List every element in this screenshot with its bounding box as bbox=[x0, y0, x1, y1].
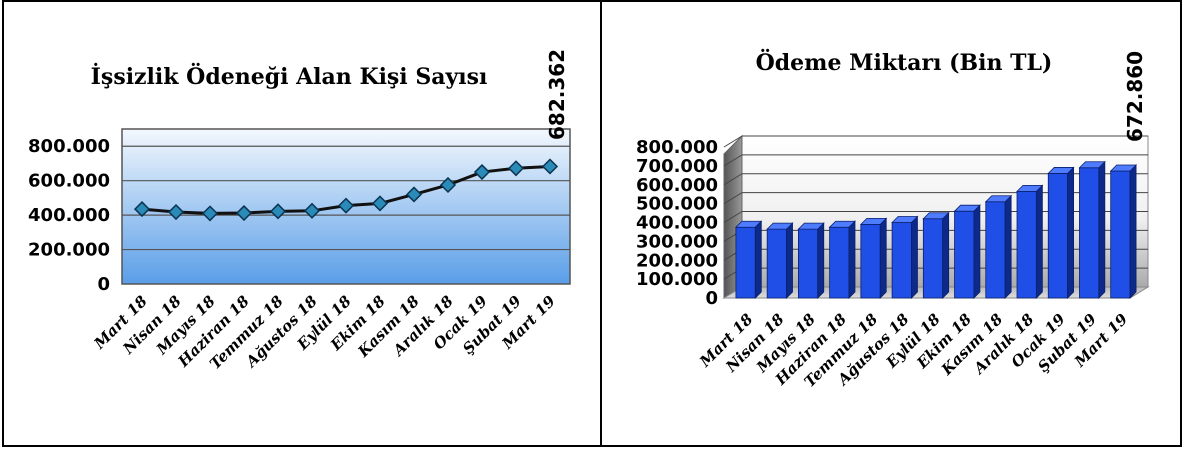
data-point bbox=[167, 203, 185, 221]
bar-front bbox=[954, 210, 975, 299]
bar-top bbox=[766, 222, 794, 230]
y-tick-label: 400.000 bbox=[28, 205, 110, 226]
bar-side bbox=[817, 222, 825, 299]
bar-top bbox=[1016, 184, 1044, 192]
bar-top bbox=[891, 216, 919, 223]
bar-side bbox=[1035, 184, 1043, 299]
bar bbox=[891, 215, 919, 299]
y-tick-label: 400.000 bbox=[636, 213, 718, 234]
y-tick-label: 300.000 bbox=[636, 231, 718, 252]
bar bbox=[922, 211, 950, 299]
bar-top bbox=[797, 222, 825, 230]
chart-panel-right: Ödeme Miktarı (Bin TL) 0 100.000 200.000 30… bbox=[602, 0, 1182, 447]
gridlines bbox=[122, 145, 570, 251]
chart-title: İşsizlik Ödeneği Alan Kişi Sayısı bbox=[91, 62, 488, 90]
bar-top bbox=[953, 204, 981, 212]
bar bbox=[1047, 166, 1075, 299]
bar-side bbox=[911, 215, 918, 299]
bar-side bbox=[754, 220, 762, 299]
y-tick-label: 200.000 bbox=[636, 250, 718, 271]
bar-top bbox=[734, 220, 763, 228]
bar-side bbox=[1067, 166, 1075, 299]
y-tick-label: 600.000 bbox=[636, 175, 718, 196]
data-point bbox=[405, 186, 423, 203]
gridline-side bbox=[723, 135, 743, 148]
data-label: 682.362 bbox=[545, 49, 569, 140]
data-point bbox=[269, 203, 287, 220]
y-tick-label: 100.000 bbox=[636, 269, 718, 290]
data-point bbox=[201, 205, 219, 222]
bar-side bbox=[879, 217, 887, 299]
y-tick-label: 200.000 bbox=[28, 240, 110, 261]
bar-front bbox=[1110, 170, 1131, 299]
bars bbox=[734, 160, 1138, 299]
data-point bbox=[133, 201, 151, 218]
y-axis-ticks: 0100.000200.000300.000400.000500.000600.… bbox=[636, 137, 718, 309]
bar bbox=[828, 220, 856, 299]
bar-side bbox=[942, 211, 950, 299]
gridline-side bbox=[723, 192, 743, 205]
bar-side bbox=[786, 222, 793, 299]
gridline-side bbox=[723, 173, 743, 186]
data-point bbox=[507, 160, 525, 177]
bar-front bbox=[891, 222, 912, 299]
bar-front bbox=[1079, 167, 1100, 299]
bar-front bbox=[735, 226, 756, 299]
y-tick-label: 0 bbox=[97, 274, 110, 295]
bar bbox=[1016, 184, 1044, 299]
gridline-side bbox=[723, 154, 743, 167]
bar-top bbox=[922, 212, 950, 220]
bar bbox=[734, 220, 763, 299]
bar-side bbox=[848, 220, 856, 299]
bar bbox=[1109, 164, 1138, 299]
bar-front bbox=[860, 223, 881, 299]
bar bbox=[984, 194, 1013, 299]
chart-title: Ödeme Miktarı (Bin TL) bbox=[756, 48, 1053, 76]
bar-front bbox=[922, 218, 944, 299]
bar-front bbox=[1016, 190, 1037, 299]
data-point bbox=[541, 158, 559, 175]
bar-top bbox=[1047, 167, 1075, 174]
bar bbox=[797, 222, 825, 299]
bar-top bbox=[1078, 161, 1106, 169]
bar bbox=[766, 222, 794, 299]
y-tick-label: 800.000 bbox=[636, 137, 718, 158]
bar-front bbox=[829, 226, 850, 299]
bar-front bbox=[766, 228, 787, 299]
y-tick-label: 800.000 bbox=[28, 136, 110, 157]
data-label: 672.860 bbox=[1123, 51, 1147, 142]
bar bbox=[953, 204, 981, 299]
y-tick-label: 500.000 bbox=[636, 194, 718, 215]
bar-top bbox=[984, 195, 1013, 203]
y-tick-label: 600.000 bbox=[28, 171, 110, 192]
line-chart: İşsizlik Ödeneği Alan Kişi Sayısı 0 200.0… bbox=[28, 49, 571, 373]
y-axis-ticks: 0 200.000 400.000 600.000 800.000 bbox=[28, 136, 110, 295]
chart-panel-left: İşsizlik Ödeneği Alan Kişi Sayısı 0 200.0… bbox=[2, 0, 602, 447]
bar-side bbox=[1004, 194, 1012, 299]
bar-top bbox=[1109, 164, 1138, 172]
bar-chart: Ödeme Miktarı (Bin TL) 0100.000200.00030… bbox=[636, 48, 1150, 391]
bar-side bbox=[973, 204, 981, 299]
data-point bbox=[371, 195, 389, 212]
bar bbox=[1078, 160, 1106, 299]
data-point bbox=[235, 204, 253, 222]
data-point bbox=[473, 163, 491, 181]
bar-front bbox=[797, 228, 819, 299]
bar-top bbox=[859, 217, 888, 225]
data-point bbox=[439, 176, 457, 194]
bar-side bbox=[1129, 164, 1137, 299]
data-point bbox=[337, 197, 355, 214]
bar-front bbox=[985, 201, 1006, 299]
bar-top bbox=[828, 220, 856, 228]
bar-front bbox=[1047, 173, 1069, 299]
data-points bbox=[133, 158, 559, 222]
y-tick-label: 0 bbox=[705, 288, 718, 309]
bar-side bbox=[1098, 160, 1106, 299]
data-point bbox=[303, 202, 321, 219]
y-tick-label: 700.000 bbox=[636, 156, 718, 177]
gridline-side bbox=[723, 211, 743, 223]
bar bbox=[859, 217, 888, 299]
